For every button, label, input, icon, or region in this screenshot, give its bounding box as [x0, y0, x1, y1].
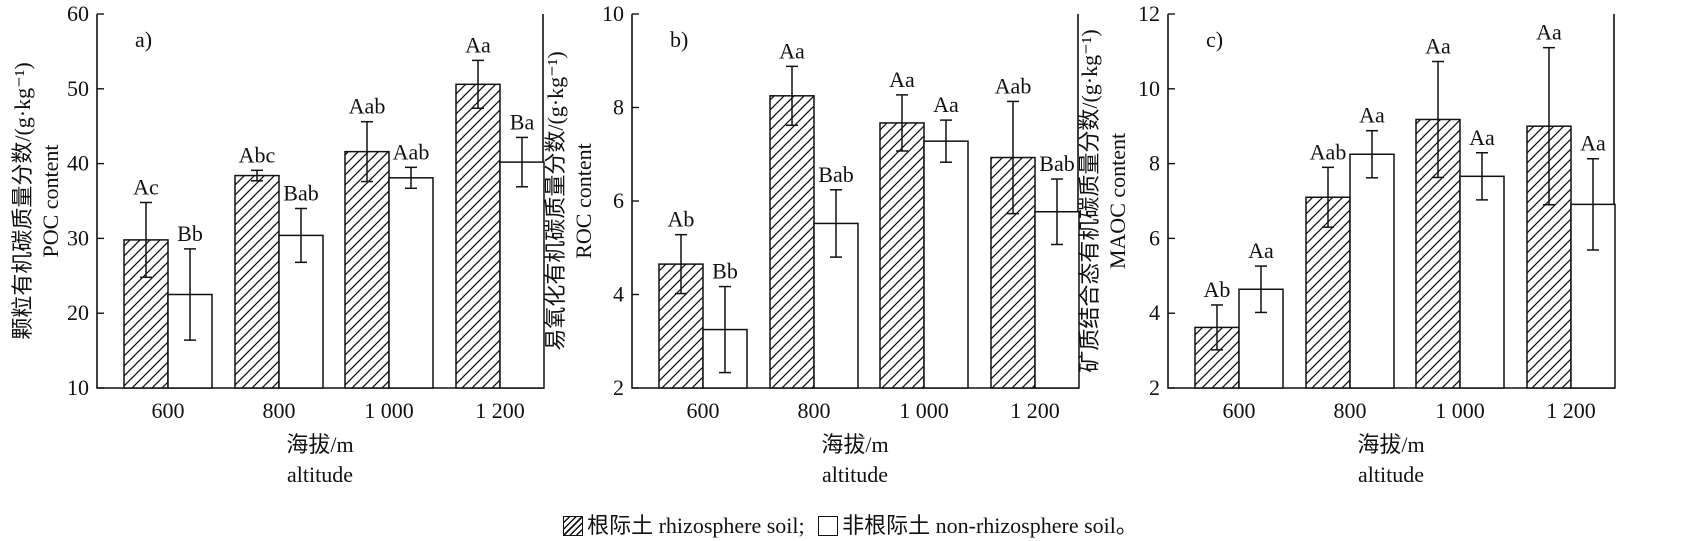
significance-label: Aab — [349, 94, 386, 119]
x-tick-label: 1 200 — [1010, 398, 1060, 423]
x-tick-label: 1 000 — [364, 398, 414, 423]
significance-label: Aab — [995, 73, 1032, 98]
y-tick-label: 4 — [613, 282, 624, 307]
y-tick-label: 60 — [67, 1, 89, 26]
significance-label: Aab — [393, 139, 430, 164]
y-tick-label: 8 — [613, 95, 624, 120]
legend-item-rhizosphere: 根际土 rhizosphere soil; — [563, 508, 805, 540]
x-tick-label: 600 — [687, 398, 720, 423]
y-tick-label: 40 — [67, 151, 89, 176]
x-tick-label: 1 200 — [475, 398, 525, 423]
y-tick-label: 30 — [67, 225, 89, 250]
y-tick-label: 20 — [67, 300, 89, 325]
panel-label: a) — [135, 27, 152, 52]
y-axis-label-cn: 易氧化有机碳质量分数/(g·kg⁻¹) — [543, 51, 568, 350]
y-axis-label-en: ROC content — [571, 143, 596, 259]
figure: 10 20 30 40 50 60 a) Ac Bb 600 Abc Bab 800 Aab Aab 1 00… — [10, 1, 1616, 487]
bar-non-rhizosphere — [1459, 175, 1505, 389]
bar-rhizosphere — [879, 122, 925, 389]
significance-label: Aa — [1425, 33, 1451, 58]
chart-panel-1: 10 20 30 40 50 60 a) Ac Bb 600 Abc Bab 800 Aab Aab 1 00… — [10, 1, 545, 487]
x-tick-label: 1 200 — [1546, 398, 1596, 423]
panel-label: b) — [670, 27, 688, 52]
significance-label: Aa — [1536, 20, 1562, 45]
hatched-swatch-icon — [563, 516, 584, 536]
y-tick-label: 4 — [1149, 300, 1160, 325]
chart-panel-2: 2 4 6 8 10 b) Ab Bb 600 Aa Bab 800 Aa Aa 1 000 Aab Bab 1 … — [543, 1, 1080, 487]
y-tick-label: 10 — [602, 1, 624, 26]
significance-label: Bb — [177, 221, 203, 246]
bar-non-rhizosphere — [1570, 203, 1616, 389]
significance-label: Abc — [239, 142, 276, 167]
bar-rhizosphere — [769, 95, 815, 389]
bar-non-rhizosphere — [499, 161, 545, 389]
bar-rhizosphere — [455, 83, 501, 389]
x-tick-label: 1 000 — [899, 398, 949, 423]
significance-label: Aa — [779, 38, 805, 63]
bar-non-rhizosphere — [278, 234, 324, 389]
x-tick-label: 800 — [1334, 398, 1367, 423]
bar-non-rhizosphere — [1349, 153, 1395, 389]
bar-non-rhizosphere — [1238, 288, 1284, 389]
y-tick-label: 6 — [613, 188, 624, 213]
x-tick-label: 600 — [152, 398, 185, 423]
plain-swatch-icon — [818, 516, 839, 536]
significance-label: Bab — [818, 162, 853, 187]
x-tick-label: 1 000 — [1435, 398, 1485, 423]
bar-rhizosphere — [1305, 196, 1351, 389]
significance-label: Ab — [1204, 277, 1231, 302]
significance-label: Aa — [465, 32, 491, 57]
bar-non-rhizosphere — [923, 140, 969, 389]
legend-label-non-rhizosphere: 非根际土 non-rhizosphere soil。 — [842, 513, 1138, 538]
y-axis-label-en: MAOC content — [1105, 133, 1130, 269]
y-tick-label: 50 — [67, 76, 89, 101]
significance-label: Ab — [668, 207, 695, 232]
y-tick-label: 6 — [1149, 225, 1160, 250]
y-tick-label: 12 — [1138, 1, 1160, 26]
y-tick-label: 2 — [1149, 375, 1160, 400]
significance-label: Bab — [1039, 151, 1074, 176]
x-axis-label-en: altitude — [822, 462, 888, 487]
x-axis-label-en: altitude — [1358, 462, 1424, 487]
x-axis-label-cn: 海拔/m — [286, 432, 353, 457]
y-tick-label: 10 — [1138, 76, 1160, 101]
significance-label: Bab — [283, 180, 318, 205]
x-axis-label-cn: 海拔/m — [821, 432, 888, 457]
y-axis-label-cn: 颗粒有机碳质量分数/(g·kg⁻¹) — [10, 62, 35, 339]
x-tick-label: 600 — [1223, 398, 1256, 423]
significance-label: Aa — [1359, 103, 1385, 128]
significance-label: Aa — [1469, 125, 1495, 150]
significance-label: Aa — [889, 67, 915, 92]
significance-label: Aab — [1310, 139, 1347, 164]
panel-label: c) — [1206, 27, 1223, 52]
x-tick-label: 800 — [263, 398, 296, 423]
bar-rhizosphere — [234, 174, 280, 389]
significance-label: Ba — [510, 109, 535, 134]
significance-label: Ac — [133, 174, 159, 199]
y-tick-label: 10 — [67, 375, 89, 400]
bar-rhizosphere — [344, 150, 390, 389]
y-tick-label: 2 — [613, 375, 624, 400]
bar-non-rhizosphere — [388, 177, 434, 389]
legend-item-non-rhizosphere: 非根际土 non-rhizosphere soil。 — [818, 508, 1138, 540]
significance-label: Aa — [1580, 131, 1606, 156]
x-axis-label-en: altitude — [287, 462, 353, 487]
chart-panel-3: 2 4 6 8 10 12 c) Ab Aa 600 Aab Aa 800 Aa Aa 1 000 Aa Aa 1 … — [1077, 1, 1616, 487]
y-axis-label-en: POC content — [38, 144, 63, 257]
significance-label: Aa — [1248, 238, 1274, 263]
significance-label: Bb — [712, 259, 738, 284]
legend-label-rhizosphere: 根际土 rhizosphere soil; — [587, 513, 805, 538]
y-tick-label: 8 — [1149, 151, 1160, 176]
x-tick-label: 800 — [798, 398, 831, 423]
significance-label: Aa — [933, 92, 959, 117]
x-axis-label-cn: 海拔/m — [1357, 432, 1424, 457]
y-axis-label-cn: 矿质结合态有机碳质量分数/(g·kg⁻¹) — [1077, 29, 1102, 372]
legend: 根际土 rhizosphere soil; 非根际土 non-rhizosphe… — [0, 508, 1701, 540]
